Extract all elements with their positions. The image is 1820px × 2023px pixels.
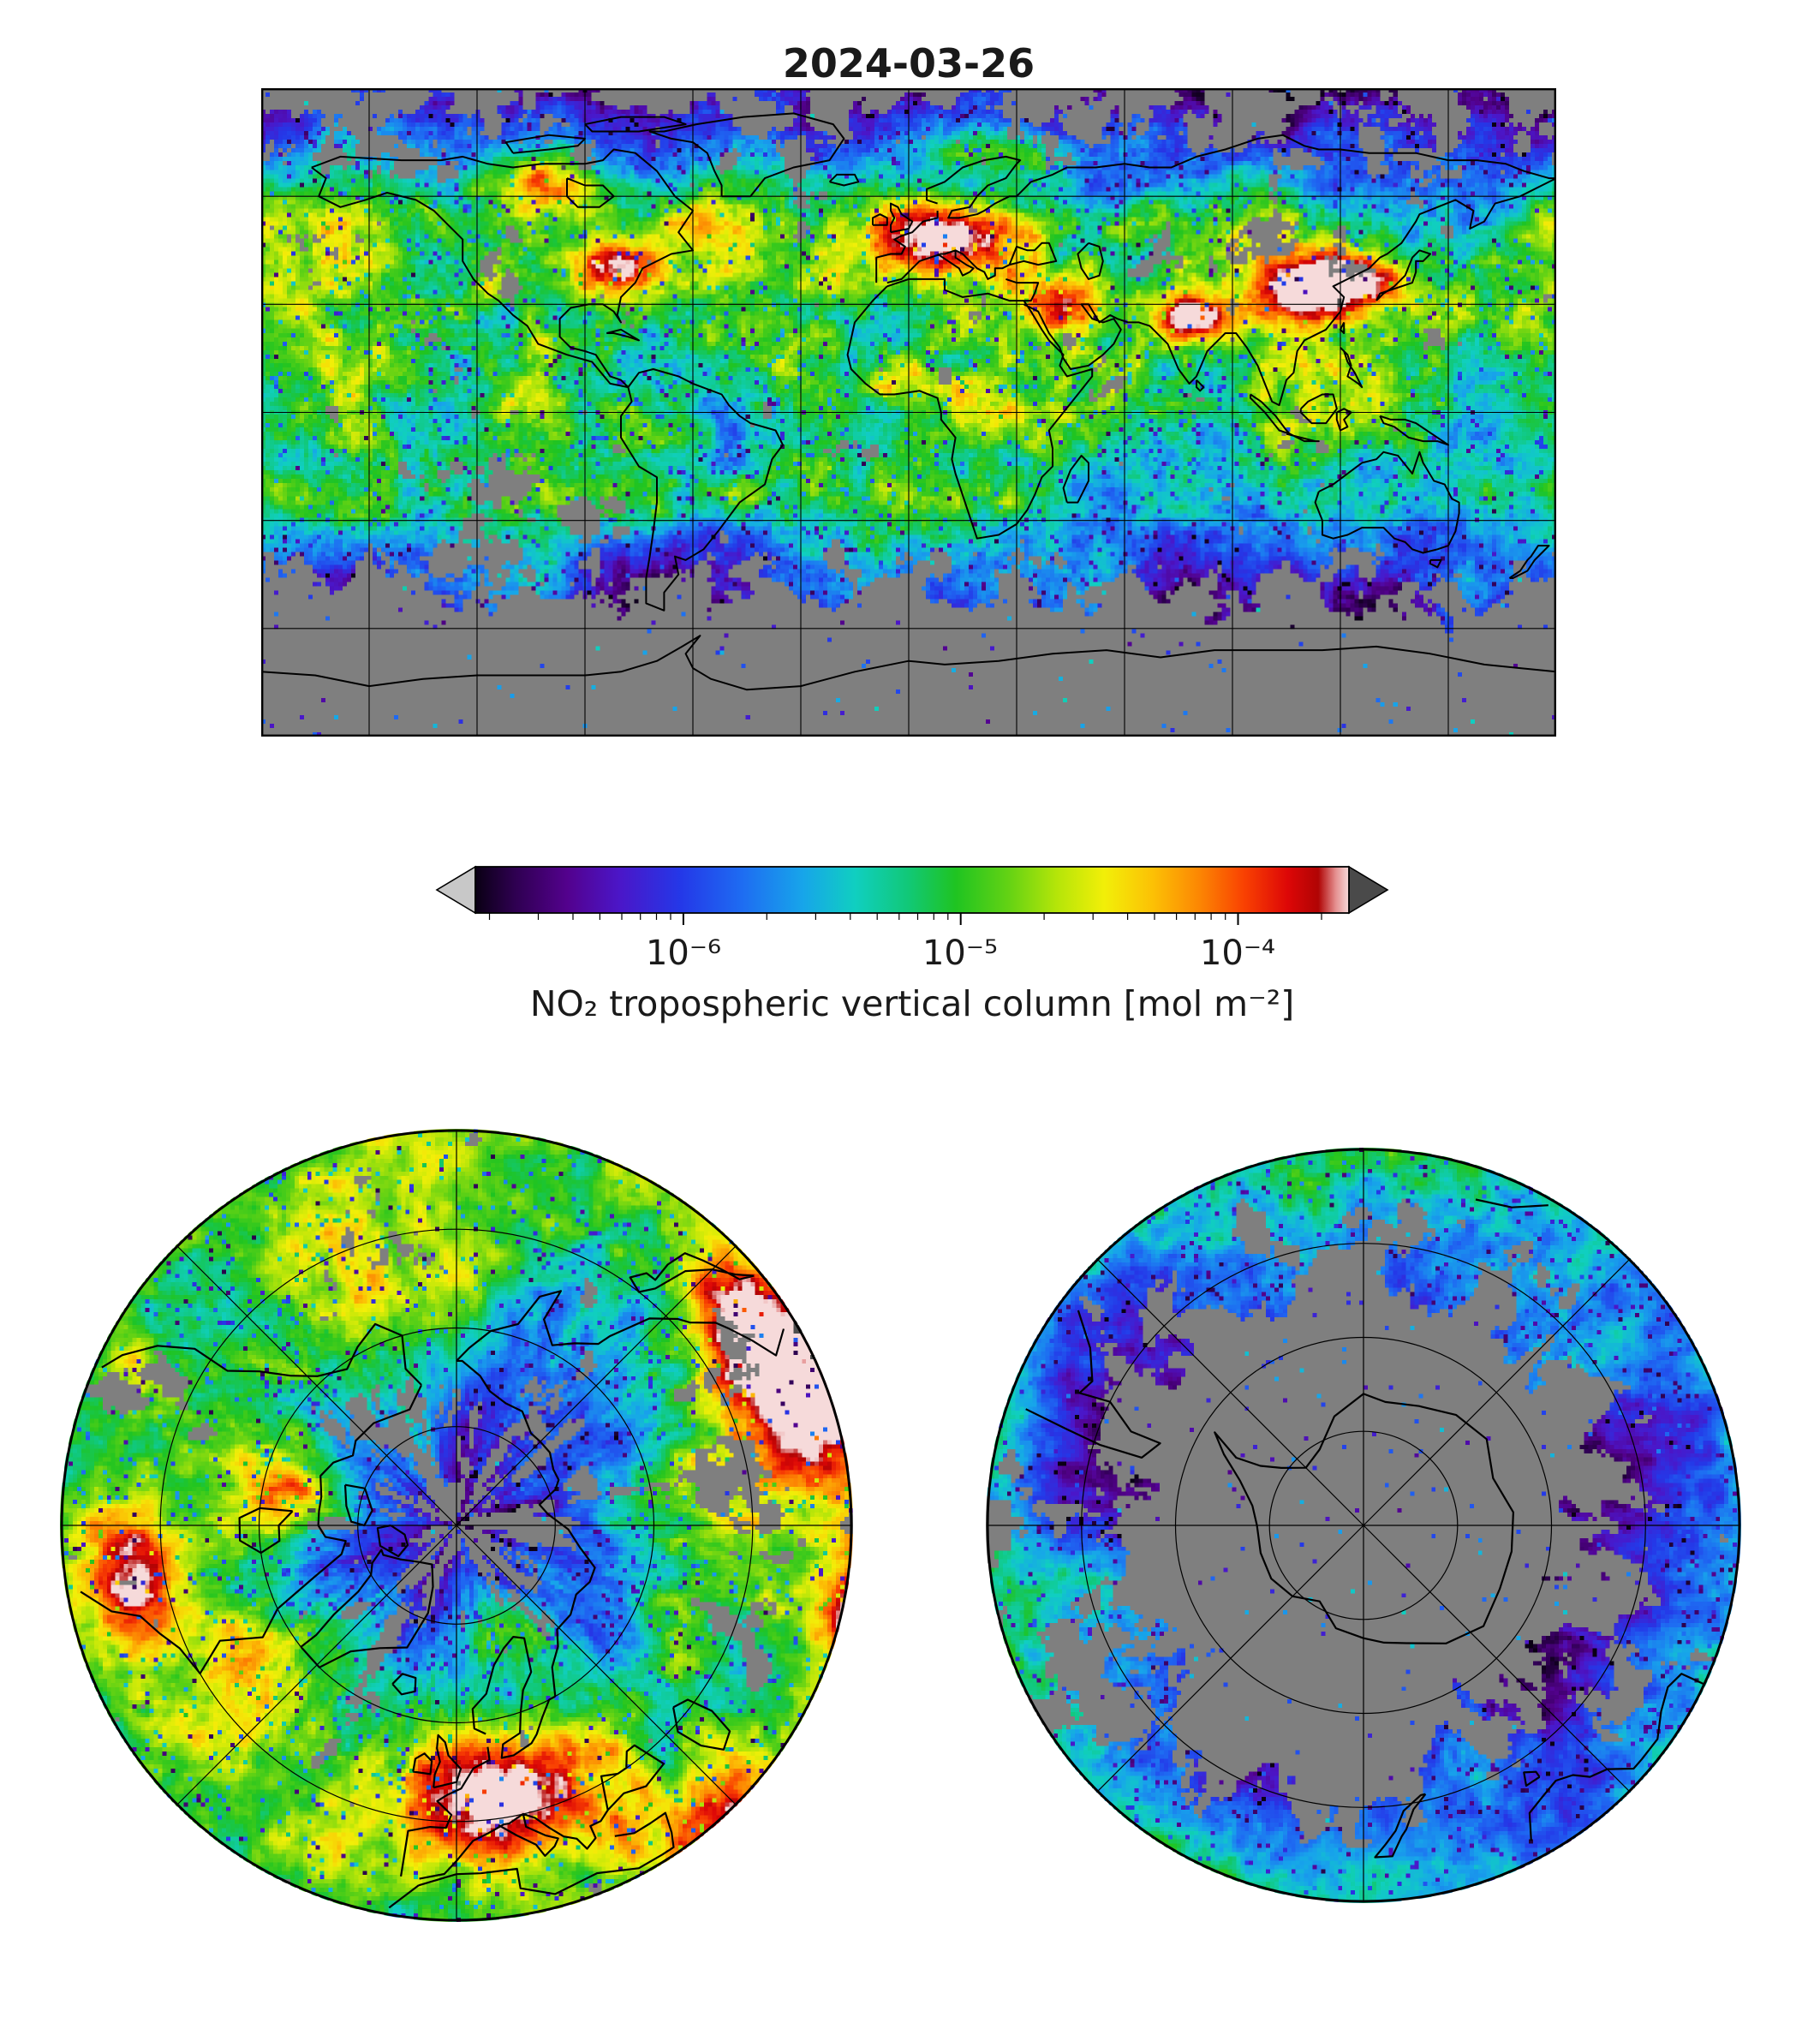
north-polar-panel bbox=[60, 1129, 853, 1922]
figure-title: 2024-03-26 bbox=[782, 39, 1035, 87]
colorbar-label: NO₂ tropospheric vertical column [mol m⁻… bbox=[529, 983, 1295, 1024]
global-map-overlay bbox=[261, 88, 1556, 737]
south-polar-panel bbox=[986, 1148, 1741, 1903]
south-polar-overlay bbox=[986, 1148, 1741, 1903]
colorbar-panel bbox=[433, 863, 1392, 932]
colorbar-svg bbox=[435, 865, 1389, 925]
colorbar-tick-label-1e-5: 10⁻⁵ bbox=[922, 934, 999, 973]
north-polar-overlay bbox=[60, 1129, 853, 1922]
colorbar-tick-label-1e-6: 10⁻⁶ bbox=[645, 934, 722, 973]
colorbar-tick-label-1e-4: 10⁻⁴ bbox=[1199, 934, 1276, 973]
global-map-panel bbox=[261, 88, 1556, 737]
